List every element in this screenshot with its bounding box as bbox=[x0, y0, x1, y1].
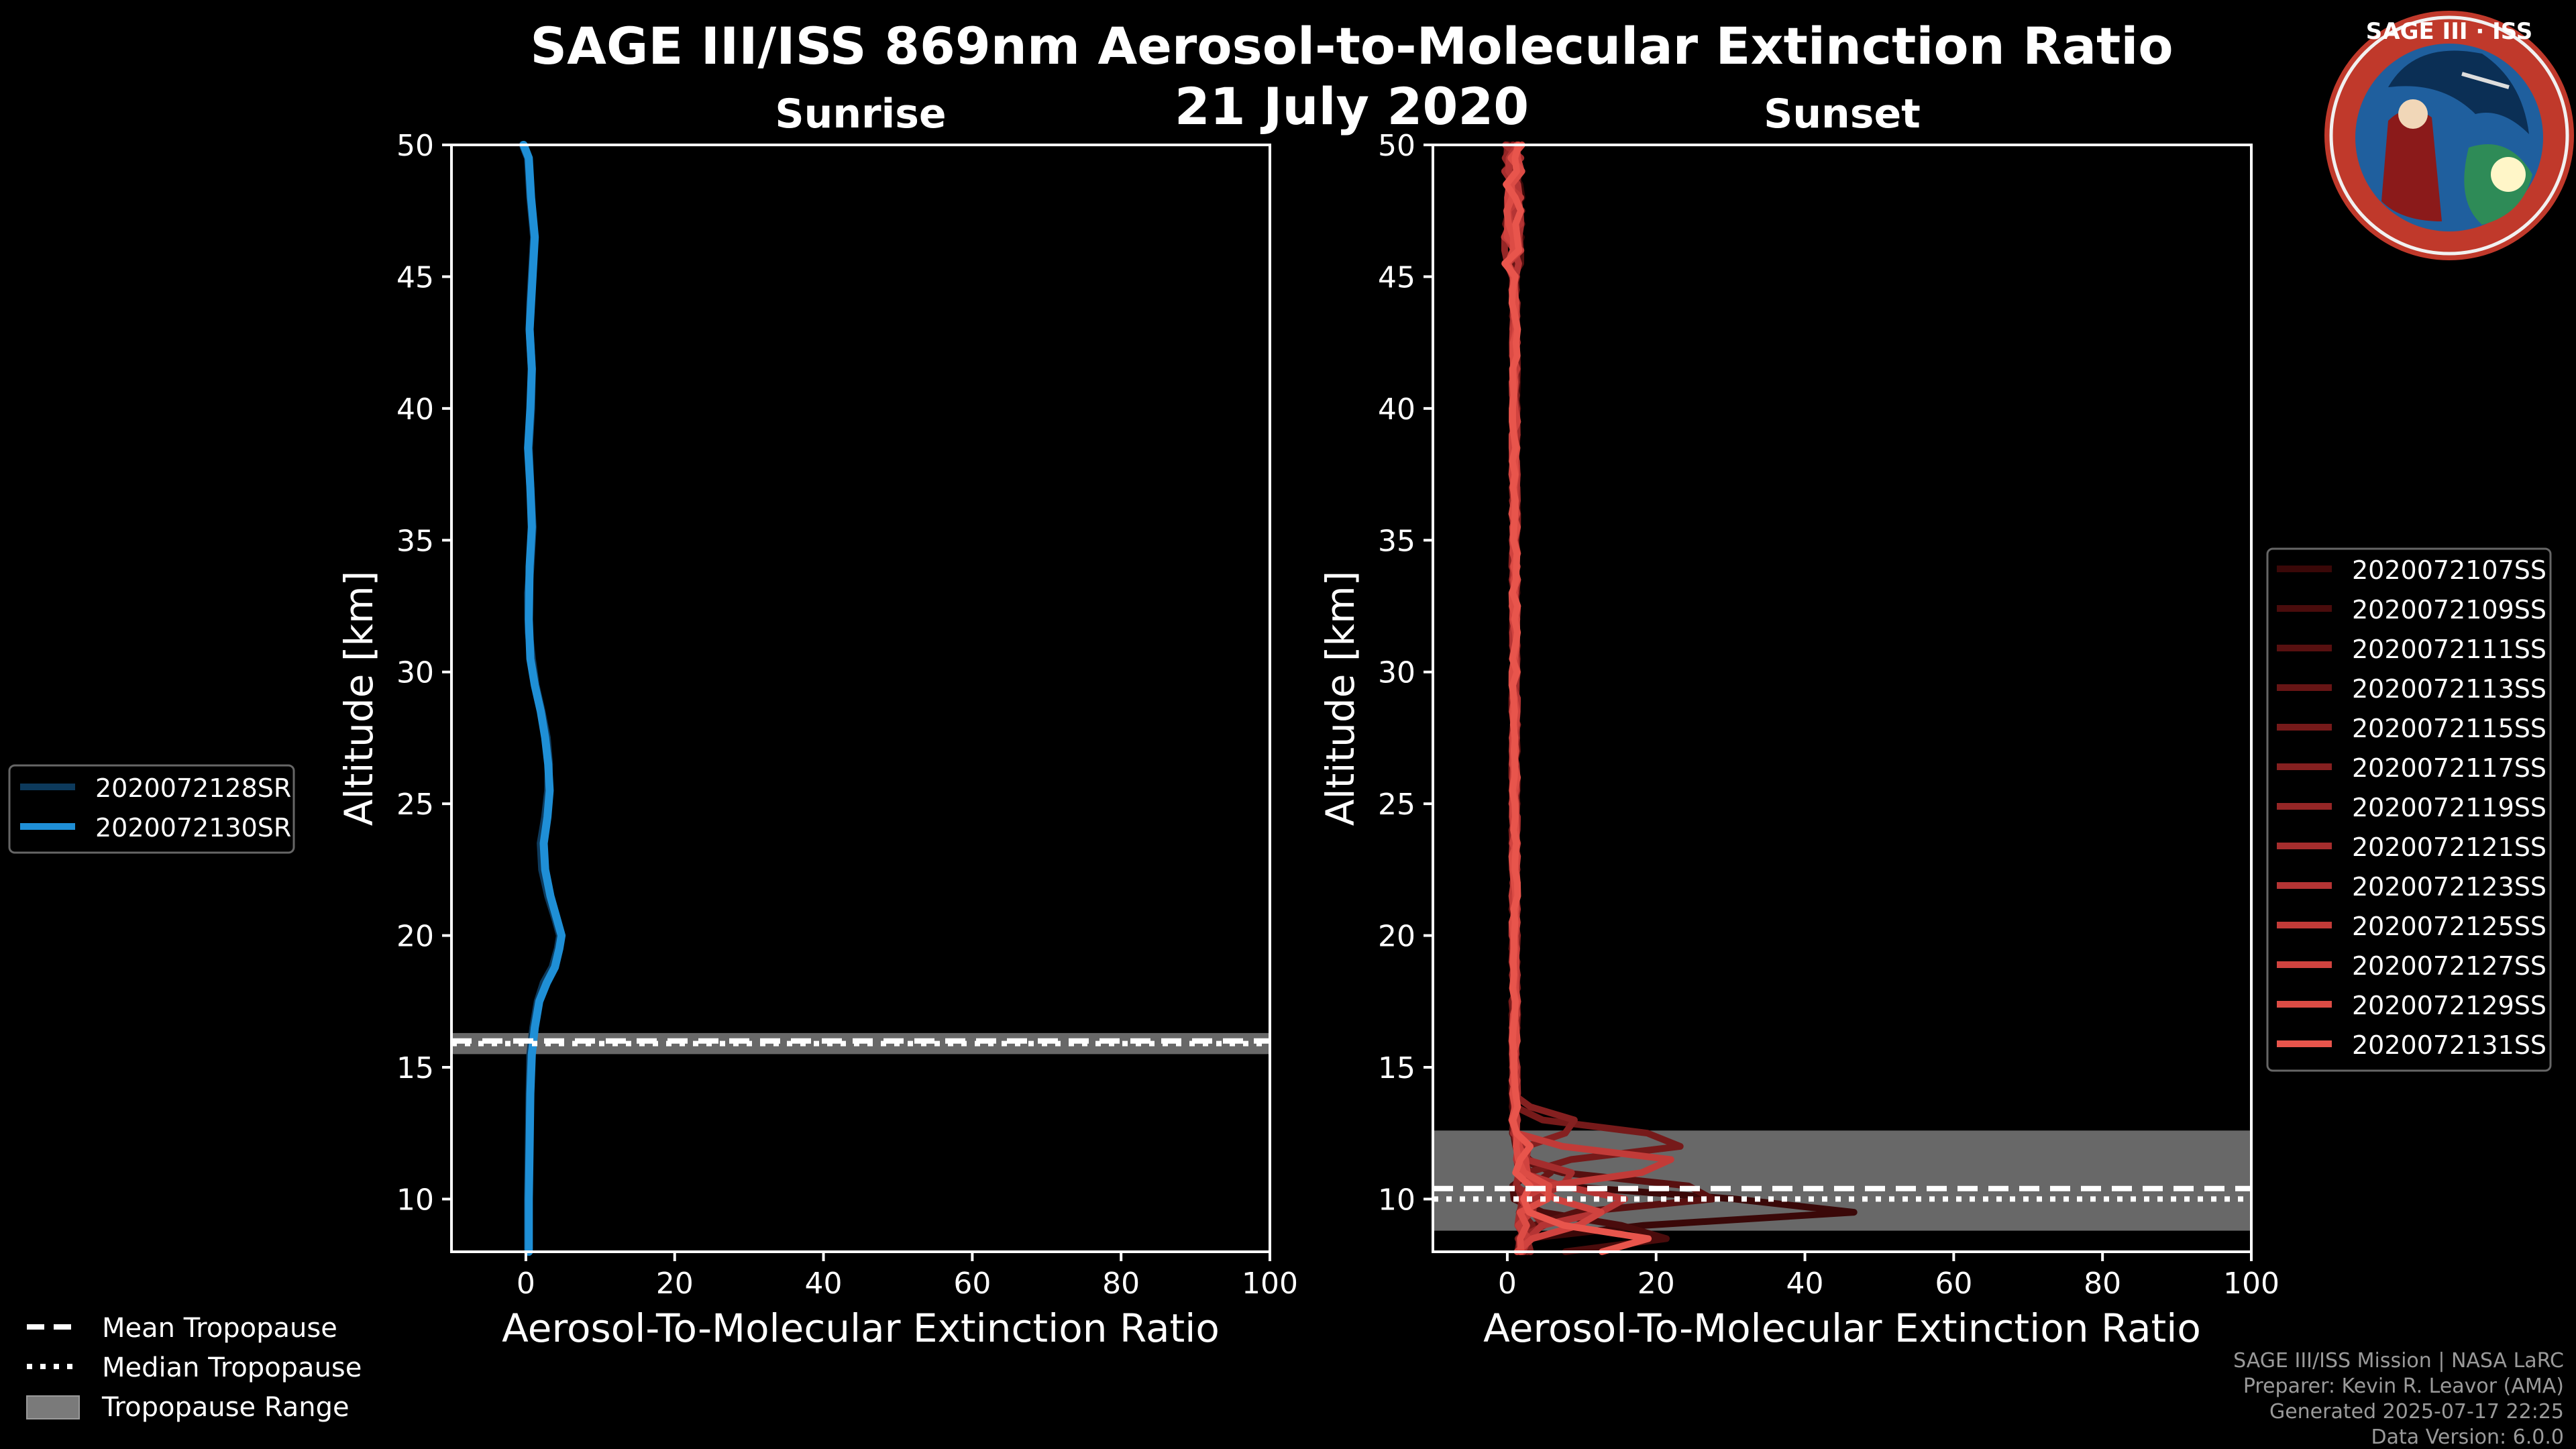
sunset-ylabel: Altitude [km] bbox=[1318, 571, 1363, 826]
sunrise-legend-label: 2020072128SR bbox=[95, 773, 291, 803]
sunset-legend-label: 2020072129SS bbox=[2352, 991, 2546, 1020]
sunrise-panel: Sunrise 0 20 40 60 80 100 101520253035404550 … bbox=[336, 91, 1298, 1351]
sunset-legend-label: 2020072113SS bbox=[2352, 674, 2546, 704]
sunset-ytick-label: 10 bbox=[1378, 1183, 1415, 1217]
sunset-panel: Sunset 0 20 40 60 80 100 10 15 20 25 30 35 40 45 50 A… bbox=[1318, 91, 2279, 1351]
logo-ring-border bbox=[2329, 15, 2569, 256]
credit-generated: Generated 2025-07-17 22:25 bbox=[2269, 1400, 2564, 1424]
sunrise-ytick-label: 45 bbox=[396, 260, 434, 294]
sunrise-ytick-label: 30 bbox=[396, 656, 434, 690]
sunset-xtick-label: 40 bbox=[1786, 1267, 1824, 1301]
sunset-legend-label: 2020072117SS bbox=[2352, 753, 2546, 783]
sunset-legend-label: 2020072123SS bbox=[2352, 872, 2546, 902]
sunrise-xtick-label: 40 bbox=[805, 1267, 843, 1301]
logo-figure-icon bbox=[2381, 109, 2442, 221]
sunset-legend-label: 2020072125SS bbox=[2352, 912, 2546, 941]
sunset-legend-label: 2020072131SS bbox=[2352, 1030, 2546, 1060]
sunset-ytick-label: 40 bbox=[1378, 392, 1415, 427]
sunset-title: Sunset bbox=[1764, 91, 1921, 138]
sunset-ytick-label: 35 bbox=[1378, 524, 1415, 558]
logo-face-icon bbox=[2398, 99, 2428, 129]
tropopause-legend: Mean Tropopause Median Tropopause Tropop… bbox=[26, 1313, 362, 1423]
logo-sun-icon bbox=[2491, 157, 2526, 192]
sunrise-ytick-label: 15 bbox=[396, 1051, 434, 1085]
sunset-plot-area bbox=[1433, 145, 2251, 1252]
sunset-legend-label: 2020072115SS bbox=[2352, 714, 2546, 743]
sunset-legend-label: 2020072107SS bbox=[2352, 555, 2546, 585]
sunset-xtick-label: 20 bbox=[1638, 1267, 1675, 1301]
sunset-xtick-label: 60 bbox=[1935, 1267, 1972, 1301]
sunrise-legend-label: 2020072130SR bbox=[95, 813, 291, 843]
sunset-legend-label: 2020072121SS bbox=[2352, 833, 2546, 862]
sunrise-xlabel: Aerosol-To-Molecular Extinction Ratio bbox=[502, 1305, 1220, 1351]
logo-station-icon bbox=[2461, 72, 2510, 89]
tropopause-range-swatch bbox=[26, 1395, 80, 1419]
sunset-xtick-label: 0 bbox=[1498, 1267, 1517, 1301]
sunset-ytick-label: 15 bbox=[1378, 1051, 1415, 1085]
logo-space-icon bbox=[2388, 50, 2529, 134]
tropopause-range-label: Tropopause Range bbox=[101, 1392, 350, 1423]
sunrise-xtick-label: 100 bbox=[1242, 1267, 1298, 1301]
sunset-legend-label: 2020072111SS bbox=[2352, 635, 2546, 664]
mean-tropopause-label: Mean Tropopause bbox=[102, 1313, 337, 1344]
sunrise-ytick-label: 35 bbox=[396, 524, 434, 558]
sunrise-series-2020072130SR bbox=[519, 141, 566, 1256]
sunset-legend-box bbox=[2266, 547, 2552, 1072]
credit-mission: SAGE III/ISS Mission | NASA LaRC bbox=[2233, 1349, 2564, 1373]
sunset-xtick-label: 100 bbox=[2223, 1267, 2279, 1301]
sunset-ytick-label: 50 bbox=[1378, 129, 1415, 163]
median-tropopause-label: Median Tropopause bbox=[102, 1352, 362, 1383]
sunrise-ytick-label: 20 bbox=[396, 920, 434, 954]
sunrise-ytick-label: 25 bbox=[396, 788, 434, 822]
sunrise-ytick-label: 50 bbox=[396, 129, 434, 163]
sunrise-legend-box bbox=[8, 764, 295, 854]
sunset-axes-frame bbox=[1432, 144, 2253, 1253]
sunrise-ytick-label: 10 bbox=[396, 1183, 434, 1217]
sunset-legend-label: 2020072109SS bbox=[2352, 595, 2546, 625]
figure-date: 21 July 2020 bbox=[1175, 76, 1529, 136]
sunrise-ylabel: Altitude [km] bbox=[336, 571, 382, 826]
sunrise-xtick-label: 60 bbox=[953, 1267, 991, 1301]
sunrise-ytick-label: 40 bbox=[396, 392, 434, 427]
sunset-ytick-label: 30 bbox=[1378, 656, 1415, 690]
sunrise-xtick-label: 80 bbox=[1102, 1267, 1140, 1301]
sunrise-xtick-label: 0 bbox=[517, 1267, 535, 1301]
logo-title-text: SAGE III · ISS bbox=[2366, 18, 2532, 45]
sunset-legend-label: 2020072127SS bbox=[2352, 951, 2546, 981]
credit-data-version: Data Version: 6.0.0 bbox=[2371, 1426, 2564, 1449]
sunrise-legend: 2020072128SR 2020072130SR bbox=[8, 764, 295, 854]
sunset-legend-label: 2020072119SS bbox=[2352, 793, 2546, 822]
sunset-series-2020072131SS bbox=[1501, 142, 1652, 1255]
sunrise-title: Sunrise bbox=[775, 91, 946, 138]
sunrise-xtick-label: 20 bbox=[656, 1267, 694, 1301]
sunrise-axes-frame bbox=[450, 144, 1271, 1253]
credits-block: SAGE III/ISS Mission | NASA LaRC Prepare… bbox=[2233, 1349, 2564, 1449]
sunset-ytick-label: 20 bbox=[1378, 920, 1415, 954]
sunset-xlabel: Aerosol-To-Molecular Extinction Ratio bbox=[1483, 1305, 2201, 1351]
sunset-legend: 2020072107SS 2020072109SS 2020072111SS 2020… bbox=[2266, 547, 2552, 1072]
sage-iii-iss-logo: SAGE III · ISS bbox=[2324, 11, 2574, 260]
credit-preparer: Preparer: Kevin R. Leavor (AMA) bbox=[2243, 1375, 2564, 1398]
sunset-ytick-label: 25 bbox=[1378, 788, 1415, 822]
sunrise-plot-area bbox=[451, 145, 1270, 1252]
sunset-ytick-label: 45 bbox=[1378, 260, 1415, 294]
sunset-xtick-label: 80 bbox=[2084, 1267, 2121, 1301]
figure-title: SAGE III/ISS 869nm Aerosol-to-Molecular … bbox=[530, 16, 2173, 76]
